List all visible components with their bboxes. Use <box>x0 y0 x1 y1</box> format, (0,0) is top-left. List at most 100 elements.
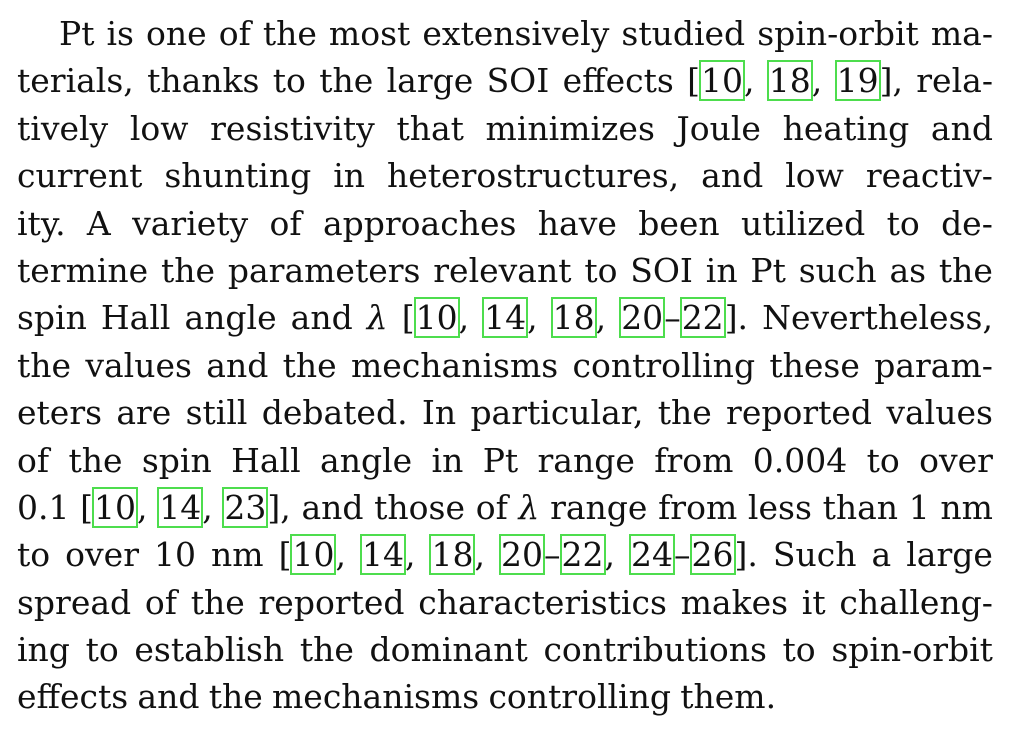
text-line: eters are still debated. In particular, the rep… <box>17 389 993 436</box>
word: nm <box>211 535 264 575</box>
lambda-symbol: λ <box>366 298 388 338</box>
word: from <box>654 440 734 480</box>
word: makes <box>680 582 789 622</box>
word: the <box>319 61 374 101</box>
paper-paragraph: Pt is one of the most extensively studied spin-o… <box>17 10 993 721</box>
word: Such <box>772 535 857 575</box>
word: λ <box>518 484 539 531</box>
word: and <box>137 677 200 717</box>
citation-link[interactable]: 14 <box>157 486 204 528</box>
word: them. <box>680 677 777 717</box>
word: to <box>782 630 816 670</box>
citation-link[interactable]: 18 <box>550 297 597 339</box>
word: controlling <box>488 677 671 717</box>
word: 24–26]. <box>629 534 758 576</box>
word: 18, <box>550 297 607 339</box>
word: Hall <box>100 298 171 338</box>
citation-link[interactable]: 10 <box>698 60 745 102</box>
text-line: Pt is one of the most extensively studied spin-o… <box>17 10 993 57</box>
word: In <box>421 393 457 433</box>
word: are <box>116 393 172 433</box>
word: to <box>17 535 51 575</box>
citation-link[interactable]: 24 <box>629 534 676 576</box>
word: the <box>282 345 337 385</box>
citation-link[interactable]: 19 <box>834 60 881 102</box>
citation-link[interactable]: 10 <box>413 297 460 339</box>
citation-link[interactable]: 14 <box>359 534 406 576</box>
word: spread <box>17 582 132 622</box>
word: low <box>785 156 844 196</box>
word: resistivity <box>210 108 375 148</box>
word: Pt <box>59 14 95 53</box>
word: parameters <box>227 250 421 290</box>
citation-link[interactable]: 23 <box>222 486 269 528</box>
text-line: the values and the mechanisms controlling thes… <box>17 342 993 389</box>
word: establish <box>134 630 285 670</box>
word: and <box>206 345 269 385</box>
citation-link[interactable]: 20 <box>499 534 545 576</box>
word: to <box>272 61 306 101</box>
word: 20–22, <box>499 534 615 576</box>
word: of <box>269 203 302 243</box>
word: values <box>85 345 192 385</box>
word: over <box>65 535 139 575</box>
word: the <box>262 14 317 53</box>
word: to <box>866 440 900 480</box>
word: 19], <box>834 60 903 102</box>
word: utilized <box>741 203 866 243</box>
word: [10, <box>80 486 148 528</box>
word: variety <box>132 203 249 243</box>
word: in <box>705 250 738 290</box>
word: 18, <box>429 534 485 576</box>
citation-link[interactable]: 10 <box>92 486 139 528</box>
word: heating <box>782 108 910 148</box>
word: [10, <box>278 534 346 576</box>
word: A <box>86 203 111 243</box>
word: to <box>886 203 920 243</box>
word: the <box>208 677 263 717</box>
citation-link[interactable]: 10 <box>290 534 337 576</box>
word: nm <box>940 487 993 527</box>
word: still <box>185 393 248 433</box>
word: SOI <box>486 61 550 101</box>
word: debated. <box>261 393 408 433</box>
word: Pt <box>482 440 519 480</box>
word: Pt <box>750 250 786 290</box>
word: 14, <box>482 297 538 339</box>
citation-link[interactable]: 26 <box>689 534 736 576</box>
citation-link[interactable]: 18 <box>766 60 813 102</box>
word: ing <box>17 630 70 670</box>
word: of <box>144 582 177 622</box>
word: reactiv- <box>865 156 993 196</box>
word: thanks <box>147 61 260 101</box>
word: effects <box>17 677 129 717</box>
citation-link[interactable]: 14 <box>482 297 529 339</box>
citation-link[interactable]: 22 <box>559 534 606 576</box>
word: mechanisms <box>351 345 559 385</box>
word: characteristics <box>418 582 667 622</box>
word: 23], <box>222 486 291 528</box>
word: Hall <box>231 440 301 480</box>
word: in <box>333 156 366 196</box>
word: spin-orbit <box>757 14 919 53</box>
word: [10, <box>401 297 470 339</box>
citation-link[interactable]: 20 <box>619 297 666 339</box>
word: dominant <box>369 630 528 670</box>
word: of <box>218 14 251 53</box>
word: approaches <box>322 203 517 243</box>
text-line: spread of the reported characteristics makes i… <box>17 579 993 626</box>
word: the <box>161 250 216 290</box>
word: SOI <box>630 250 693 290</box>
citation-link[interactable]: 18 <box>429 534 476 576</box>
citation-link[interactable]: 22 <box>679 297 726 339</box>
word: to <box>85 630 119 670</box>
word: and <box>930 108 993 148</box>
word: spin <box>141 440 212 480</box>
word: to <box>584 250 618 290</box>
word: and <box>301 487 364 527</box>
word: extensively <box>422 14 610 53</box>
text-line: current shunting in heterostructures, and low… <box>17 152 993 199</box>
word: large <box>906 535 993 575</box>
word: reported <box>726 393 873 433</box>
